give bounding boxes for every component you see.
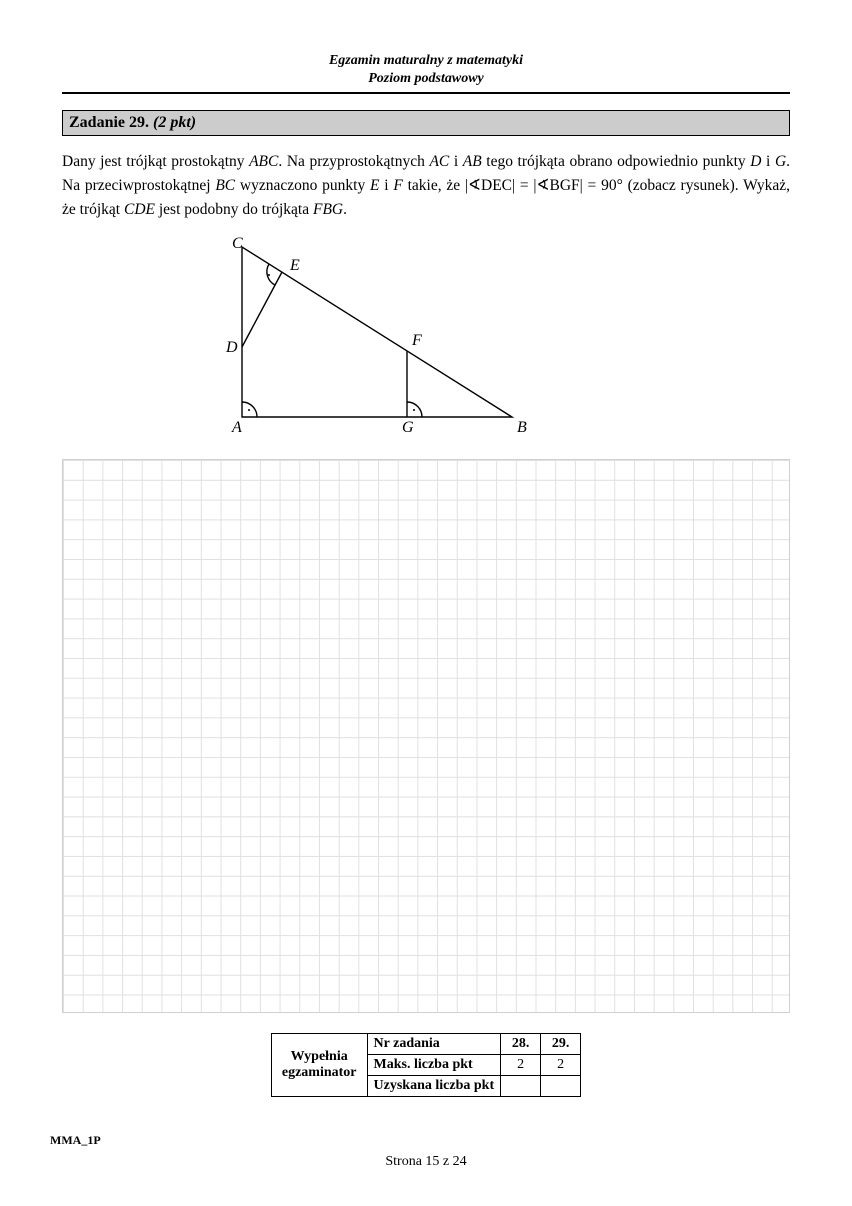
text: jest podobny do trójkąta xyxy=(155,201,313,218)
text: egzaminator xyxy=(282,1065,357,1080)
doc-code: MMA_1P xyxy=(50,1133,101,1148)
label-B: B xyxy=(517,419,527,436)
var-F: F xyxy=(393,177,402,194)
task-label: Zadanie 29. xyxy=(69,114,149,131)
text: wyznaczono punkty xyxy=(235,177,370,194)
task-points: (2 pkt) xyxy=(153,114,196,131)
var-CDE: CDE xyxy=(124,201,155,218)
score-input-29[interactable] xyxy=(541,1076,581,1097)
var-AC: AC xyxy=(429,153,449,170)
label-G: G xyxy=(402,419,414,436)
problem-text: Dany jest trójkąt prostokątny ABC. Na pr… xyxy=(62,150,790,222)
col-28: 28. xyxy=(501,1034,541,1055)
score-input-28[interactable] xyxy=(501,1076,541,1097)
max-29: 2 xyxy=(541,1055,581,1076)
row-max-label: Maks. liczba pkt xyxy=(367,1055,501,1076)
triangle-diagram: A B C D E F G xyxy=(202,232,542,442)
var-BC: BC xyxy=(215,177,235,194)
figure: A B C D E F G xyxy=(62,232,790,447)
examiner-label: Wypełnia egzaminator xyxy=(271,1034,367,1097)
text: Wypełnia xyxy=(291,1049,348,1064)
angle-equation: |∢DEC| = |∢BGF| = 90° xyxy=(465,177,623,194)
text: takie, że xyxy=(403,177,465,194)
text: . xyxy=(343,201,347,218)
label-F: F xyxy=(411,332,422,349)
text: i xyxy=(449,153,462,170)
text: . Na przyprostokątnych xyxy=(278,153,429,170)
text: Dany jest trójkąt prostokątny xyxy=(62,153,249,170)
task-header: Zadanie 29. (2 pkt) xyxy=(62,110,790,136)
answer-grid[interactable] xyxy=(62,459,790,1013)
text: i xyxy=(761,153,774,170)
page-header: Egzamin maturalny z matematyki Poziom po… xyxy=(62,52,790,94)
header-line-2: Poziom podstawowy xyxy=(62,70,790,88)
label-D: D xyxy=(225,339,238,356)
header-line-1: Egzamin maturalny z matematyki xyxy=(62,52,790,70)
var-D: D xyxy=(750,153,761,170)
var-G: G xyxy=(775,153,786,170)
row-nr-label: Nr zadania xyxy=(367,1034,501,1055)
var-ABC: ABC xyxy=(249,153,278,170)
label-A: A xyxy=(231,419,242,436)
var-AB: AB xyxy=(463,153,482,170)
label-C: C xyxy=(232,235,243,252)
text: i xyxy=(379,177,393,194)
text: tego trójkąta obrano odpowiednio punkty xyxy=(482,153,751,170)
label-E: E xyxy=(289,257,300,274)
page-number: Strona 15 z 24 xyxy=(0,1154,852,1170)
score-table: Wypełnia egzaminator Nr zadania 28. 29. … xyxy=(271,1033,581,1097)
col-29: 29. xyxy=(541,1034,581,1055)
var-FBG: FBG xyxy=(313,201,343,218)
max-28: 2 xyxy=(501,1055,541,1076)
row-got-label: Uzyskana liczba pkt xyxy=(367,1076,501,1097)
